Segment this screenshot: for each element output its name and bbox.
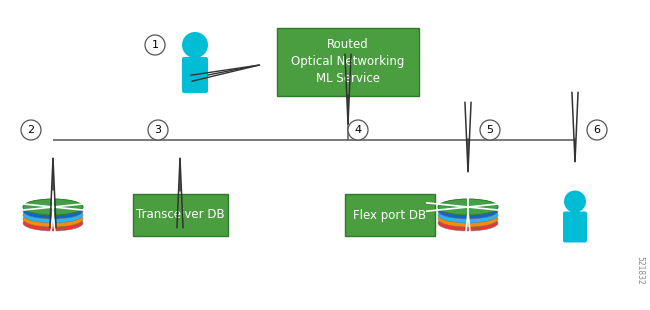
Ellipse shape [23,199,83,215]
Circle shape [564,191,586,212]
Circle shape [145,35,165,55]
Text: 6: 6 [593,125,601,135]
Ellipse shape [438,215,498,231]
Text: Flex port DB: Flex port DB [354,209,426,222]
Ellipse shape [438,203,498,219]
Circle shape [587,120,607,140]
Ellipse shape [23,207,83,223]
FancyBboxPatch shape [277,28,419,96]
FancyBboxPatch shape [345,194,435,236]
Text: Transceiver DB: Transceiver DB [136,209,224,222]
Ellipse shape [23,211,83,227]
Text: 521832: 521832 [636,256,645,285]
Ellipse shape [438,199,498,215]
Circle shape [348,120,368,140]
Circle shape [182,32,208,58]
Ellipse shape [438,199,498,215]
Text: 4: 4 [354,125,361,135]
Text: 5: 5 [486,125,493,135]
Text: Routed
Optical Networking
ML Service: Routed Optical Networking ML Service [291,38,405,86]
Circle shape [21,120,41,140]
FancyBboxPatch shape [182,57,208,93]
Ellipse shape [23,199,83,215]
Circle shape [148,120,168,140]
Circle shape [480,120,500,140]
Ellipse shape [438,207,498,223]
Text: 3: 3 [155,125,161,135]
Text: 1: 1 [151,40,159,50]
FancyBboxPatch shape [133,194,228,236]
Ellipse shape [23,215,83,231]
Text: 2: 2 [27,125,34,135]
FancyBboxPatch shape [563,211,587,242]
Ellipse shape [438,211,498,227]
Ellipse shape [23,203,83,219]
